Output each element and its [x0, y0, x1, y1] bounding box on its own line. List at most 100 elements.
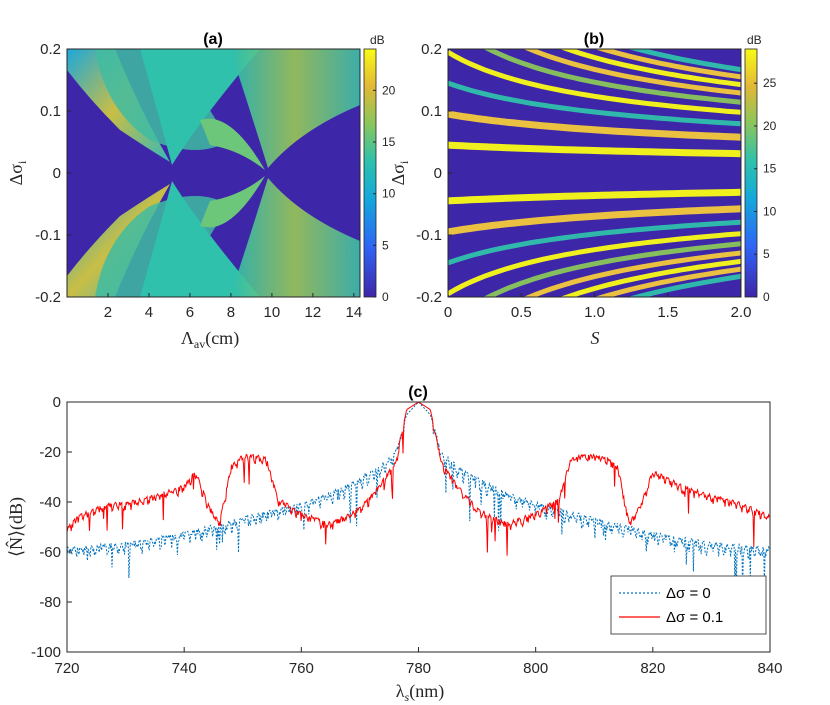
x-tick-label: 800 — [523, 660, 548, 677]
x-tick-label: 10 — [264, 304, 281, 321]
fringe — [594, 49, 741, 80]
panel-c-title: (c) — [408, 384, 428, 401]
fringe — [448, 49, 741, 115]
heatmap-a-band-lower-center — [140, 181, 260, 297]
colorbar-tick-label: 20 — [763, 119, 777, 133]
x-tick-label: 4 — [145, 304, 153, 321]
colorbar-tick-label: 10 — [763, 204, 777, 218]
heatmap-a-gap — [172, 161, 268, 185]
x-tick-label: 720 — [54, 660, 79, 677]
heatmap-a-band-upper-inner — [200, 118, 265, 170]
heatmap-a — [67, 49, 360, 297]
fringe — [448, 188, 741, 205]
x-tick-label: 1.5 — [657, 304, 678, 321]
x-tick-label: 8 — [227, 304, 235, 321]
heatmap-a-band-upper-right — [230, 49, 360, 168]
heatmap-a-band-lower-right — [230, 178, 360, 297]
series-line — [67, 402, 770, 556]
fringe — [448, 110, 741, 141]
axes-c-ticks: 720 740 760 780 800 820 840 0 -20 -40 -60 -80 -100 — [31, 394, 783, 677]
fringe — [448, 231, 741, 297]
y-tick-label: -100 — [31, 644, 61, 661]
y-tick-label: -20 — [39, 444, 61, 461]
plot-c-lines — [67, 402, 770, 593]
legend-c-box — [610, 575, 767, 635]
fringe — [448, 80, 741, 127]
fringe — [523, 49, 741, 96]
colorbar-b — [744, 48, 758, 298]
colorbar-a-ticks: 20 15 10 5 0 — [373, 83, 396, 304]
colorbar-a — [363, 48, 377, 298]
y-tick-label: 0 — [53, 394, 61, 411]
y-tick-label: -0.1 — [416, 227, 442, 244]
colorbar-b-ticks: 25 20 15 10 5 0 — [754, 76, 777, 304]
legend-c: Δσ = 0 Δσ = 0.1 — [610, 575, 767, 635]
x-tick-label: 1.0 — [584, 304, 605, 321]
y-tick-label: 0.1 — [421, 103, 442, 120]
panel-b-title: (b) — [584, 31, 604, 48]
y-tick-label: 0.2 — [421, 41, 442, 58]
y-tick-label: 0 — [53, 165, 61, 182]
axes-b-ticks: 0 0.5 1.0 1.5 2.0 0.2 0.1 0 -0.1 -0.2 — [416, 41, 751, 321]
y-tick-label: -60 — [39, 544, 61, 561]
fringe — [627, 273, 741, 297]
colorbar-tick-label: 15 — [382, 135, 396, 149]
panel-a: (a) 2 4 6 8 10 12 14 0.2 0.1 0 -0.1 -0.2 Λav(cm) Δσ… — [6, 31, 396, 351]
fringe — [627, 49, 741, 73]
fringe — [483, 241, 741, 297]
fringe — [448, 141, 741, 158]
x-tick-label: 2.0 — [731, 304, 752, 321]
heatmap-a-gap-right — [268, 130, 360, 216]
panel-c: (c) 720 740 760 780 800 820 840 0 -20 -40 -60 -80 -1… — [5, 384, 782, 704]
axes-a-xlabel: Λav(cm) — [181, 328, 239, 351]
series-line — [67, 402, 770, 593]
x-tick-label: 740 — [172, 660, 197, 677]
y-tick-label: -0.2 — [35, 289, 61, 306]
x-tick-label: 0.5 — [511, 304, 532, 321]
x-tick-label: 760 — [289, 660, 314, 677]
x-tick-label: 820 — [640, 660, 665, 677]
fringe — [523, 250, 741, 297]
fringe — [559, 49, 741, 88]
x-tick-label: 0 — [444, 304, 452, 321]
y-tick-label: -0.2 — [416, 289, 442, 306]
colorbar-tick-label: 20 — [382, 83, 396, 97]
legend-c-entry-blue: Δσ = 0 — [666, 585, 711, 602]
colorbar-tick-label: 10 — [382, 187, 396, 201]
colorbar-tick-label: 15 — [763, 162, 777, 176]
heatmap-b-fringes — [448, 49, 741, 297]
series-dsigma-0 — [67, 402, 770, 593]
heatmap-b — [448, 49, 741, 297]
x-tick-label: 14 — [346, 304, 363, 321]
y-tick-label: 0 — [434, 165, 442, 182]
axes-c-ylabel: ⟨N̂⟩(dB) — [5, 497, 27, 557]
y-tick-label: 0.2 — [40, 41, 61, 58]
panel-a-title: (a) — [203, 31, 223, 48]
heatmap-a-band-lower-inner — [200, 176, 265, 228]
fringe — [559, 258, 741, 297]
series-dsigma-01 — [67, 402, 770, 556]
axes-b-ylabel: Δσi — [388, 160, 411, 185]
panel-b: (b) 0 0.5 1.0 1.5 2.0 0.2 0.1 0 -0.1 -0.2 S Δσi d… — [388, 31, 777, 348]
axes-b-xlabel: S — [591, 328, 600, 348]
axes-a-ylabel: Δσi — [6, 160, 29, 185]
fringe — [448, 205, 741, 236]
colorbar-tick-label: 0 — [763, 290, 770, 304]
fringe — [483, 49, 741, 105]
axes-c-xlabel: λs(nm) — [396, 681, 444, 704]
heatmap-b-background — [448, 49, 741, 297]
colorbar-tick-label: 0 — [382, 290, 389, 304]
axes-a-ticks: 2 4 6 8 10 12 14 0.2 0.1 0 -0.1 -0.2 — [35, 41, 362, 321]
colorbar-a-unit: dB — [370, 33, 385, 47]
y-tick-label: -0.1 — [35, 227, 61, 244]
fringe — [448, 219, 741, 266]
x-tick-label: 12 — [305, 304, 322, 321]
x-tick-label: 780 — [406, 660, 431, 677]
fringe — [594, 266, 741, 297]
y-tick-label: -40 — [39, 494, 61, 511]
y-tick-label: -80 — [39, 594, 61, 611]
x-tick-label: 6 — [186, 304, 194, 321]
y-tick-label: 0.1 — [40, 103, 61, 120]
x-tick-label: 840 — [757, 660, 782, 677]
